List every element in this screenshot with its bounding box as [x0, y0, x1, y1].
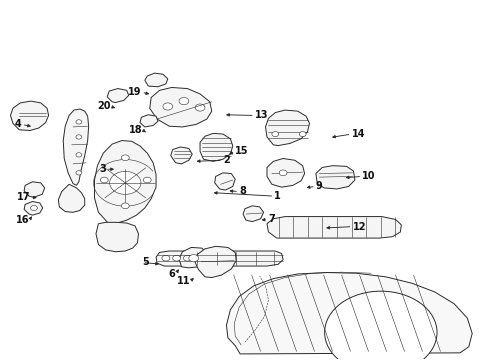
Circle shape — [279, 170, 287, 176]
Polygon shape — [24, 182, 45, 197]
Polygon shape — [63, 109, 89, 185]
Circle shape — [122, 203, 129, 209]
Circle shape — [183, 255, 191, 261]
Polygon shape — [200, 134, 233, 161]
Text: 4: 4 — [15, 120, 22, 129]
Polygon shape — [145, 73, 168, 87]
Circle shape — [76, 171, 82, 175]
Text: 16: 16 — [16, 215, 29, 225]
Text: 8: 8 — [239, 186, 246, 197]
Polygon shape — [140, 115, 158, 127]
Text: 17: 17 — [17, 192, 30, 202]
Circle shape — [189, 255, 198, 262]
Circle shape — [179, 98, 189, 105]
Text: 7: 7 — [268, 215, 275, 224]
Text: 10: 10 — [362, 171, 376, 181]
Polygon shape — [215, 173, 235, 190]
Polygon shape — [179, 247, 207, 268]
Text: 14: 14 — [351, 129, 365, 139]
Circle shape — [76, 135, 82, 139]
Circle shape — [122, 155, 129, 161]
Text: 15: 15 — [235, 146, 249, 156]
Circle shape — [162, 255, 170, 261]
Polygon shape — [107, 89, 129, 103]
Text: 18: 18 — [129, 125, 143, 135]
Text: 6: 6 — [169, 269, 175, 279]
Circle shape — [325, 291, 437, 360]
Circle shape — [144, 177, 151, 183]
Circle shape — [195, 104, 205, 111]
Polygon shape — [226, 273, 472, 354]
Polygon shape — [171, 147, 192, 164]
Text: 19: 19 — [128, 87, 142, 97]
Polygon shape — [243, 206, 264, 222]
Circle shape — [110, 171, 141, 194]
Text: 2: 2 — [223, 155, 230, 165]
Text: 20: 20 — [97, 102, 111, 112]
Text: 1: 1 — [274, 191, 281, 201]
Polygon shape — [195, 246, 236, 278]
Polygon shape — [316, 166, 355, 189]
Circle shape — [76, 153, 82, 157]
Text: 11: 11 — [177, 276, 190, 286]
Circle shape — [30, 206, 37, 211]
Polygon shape — [24, 202, 43, 215]
Polygon shape — [10, 101, 49, 131]
Circle shape — [299, 132, 306, 136]
Polygon shape — [267, 217, 401, 238]
Text: 9: 9 — [316, 181, 322, 192]
Text: 13: 13 — [255, 111, 268, 121]
Circle shape — [100, 177, 108, 183]
Polygon shape — [96, 222, 139, 252]
Polygon shape — [266, 110, 310, 145]
Text: 5: 5 — [143, 257, 149, 267]
Polygon shape — [156, 251, 283, 266]
Text: 3: 3 — [99, 164, 106, 174]
Circle shape — [272, 132, 279, 136]
Polygon shape — [95, 140, 156, 223]
Polygon shape — [58, 184, 85, 212]
Circle shape — [76, 120, 82, 124]
Polygon shape — [150, 87, 212, 127]
Text: 12: 12 — [352, 222, 366, 231]
Circle shape — [163, 103, 172, 110]
Circle shape — [172, 255, 180, 261]
Polygon shape — [267, 158, 305, 187]
